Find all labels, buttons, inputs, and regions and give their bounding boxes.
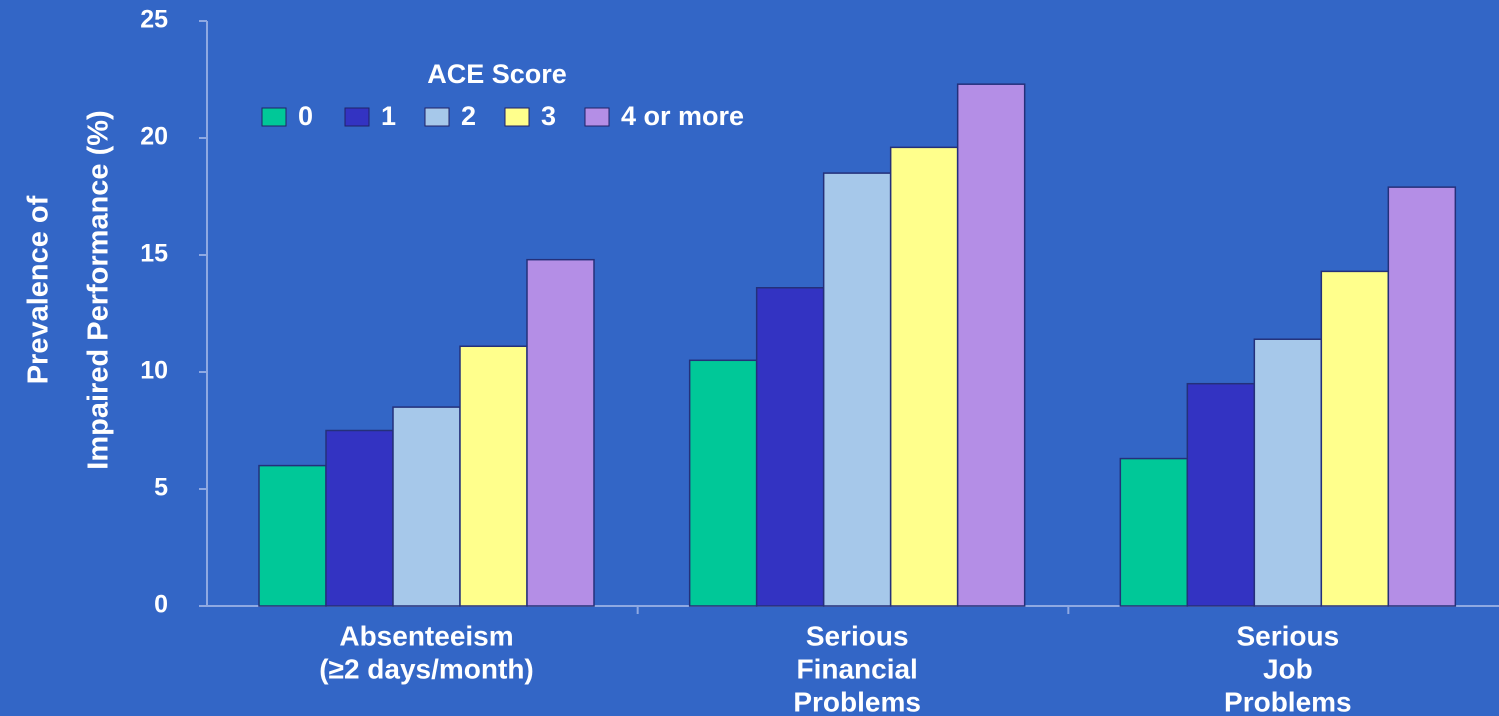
y-tick-label: 25 <box>140 6 168 34</box>
legend-swatch <box>344 107 370 127</box>
x-tick-label: Serious <box>806 620 909 651</box>
x-tick-label: Job <box>1263 653 1313 684</box>
legend-label: 1 <box>381 101 396 131</box>
y-axis-label: Prevalence of <box>23 195 55 384</box>
y-tick-label: 0 <box>154 591 168 619</box>
bar <box>1320 270 1390 607</box>
y-tick-label: 20 <box>140 123 168 151</box>
bar <box>258 464 327 607</box>
x-tick-label: Absenteeism <box>339 620 513 651</box>
bar <box>1387 186 1457 607</box>
legend-label: 2 <box>461 101 476 131</box>
x-tick-label: Financial <box>796 653 917 684</box>
legend-swatch <box>424 107 450 127</box>
legend-swatch <box>584 107 610 127</box>
legend-label: 0 <box>298 101 313 131</box>
legend-swatch <box>261 107 287 127</box>
legend-label: 3 <box>541 101 556 131</box>
bar <box>822 172 892 607</box>
y-tick-label: 15 <box>140 240 168 268</box>
legend-label: 4 or more <box>621 101 744 131</box>
bar <box>688 359 758 607</box>
bar <box>755 287 825 607</box>
bar <box>956 83 1026 607</box>
bar <box>526 258 595 607</box>
bar <box>889 146 959 607</box>
x-tick-label: Problems <box>1224 686 1352 716</box>
x-tick-label: (≥2 days/month) <box>319 653 534 684</box>
bar <box>459 345 528 607</box>
bar <box>1186 382 1256 607</box>
legend-title: ACE Score <box>427 59 567 89</box>
y-tick-label: 5 <box>154 474 168 502</box>
y-tick-label: 10 <box>140 357 168 385</box>
bar <box>392 406 461 607</box>
x-tick-label: Problems <box>793 686 921 716</box>
bar <box>1119 457 1189 607</box>
legend-swatch <box>504 107 530 127</box>
y-axis-label: Impaired Performance (%) <box>83 110 115 469</box>
x-tick-label: Serious <box>1236 620 1339 651</box>
bar <box>1253 338 1323 607</box>
bar <box>325 429 394 607</box>
